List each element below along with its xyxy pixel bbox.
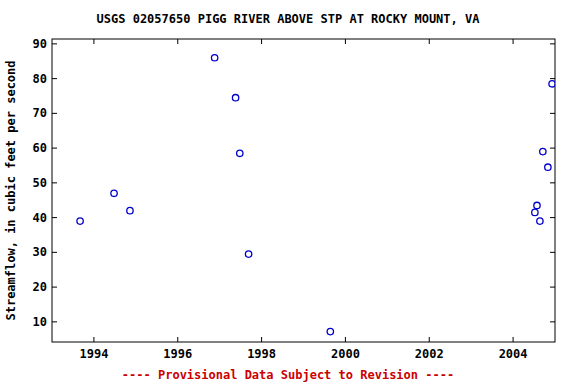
point — [534, 202, 540, 208]
point — [545, 164, 551, 170]
point — [537, 218, 543, 224]
chart: USGS 02057650 PIGG RIVER ABOVE STP AT RO… — [0, 0, 576, 384]
point — [77, 218, 83, 224]
y-tick — [52, 252, 57, 253]
x-tick-top — [177, 39, 178, 44]
x-tick — [261, 337, 262, 342]
y-tick-label: 60 — [33, 141, 47, 155]
point — [540, 148, 546, 154]
x-tick-label: 2000 — [331, 347, 360, 361]
points — [77, 55, 555, 335]
y-tick-label: 90 — [33, 37, 47, 51]
x-tick-label: 1994 — [79, 347, 108, 361]
y-tick-right — [550, 43, 555, 44]
y-tick-label: 50 — [33, 176, 47, 190]
y-tick-right — [550, 287, 555, 288]
x-tick-label: 1996 — [163, 347, 192, 361]
y-tick-label: 80 — [33, 72, 47, 86]
y-tick — [52, 287, 57, 288]
x-tick-label: 1998 — [247, 347, 276, 361]
x-tick-label: 2002 — [415, 347, 444, 361]
point — [549, 81, 555, 87]
y-tick — [52, 43, 57, 44]
y-tick-right — [550, 252, 555, 253]
y-tick-label: 30 — [33, 245, 47, 259]
y-tick-right — [550, 113, 555, 114]
y-tick-label: 70 — [33, 106, 47, 120]
y-tick-right — [550, 217, 555, 218]
y-tick-label: 10 — [33, 315, 47, 329]
point — [327, 328, 333, 334]
y-tick-right — [550, 148, 555, 149]
y-tick-right — [550, 182, 555, 183]
y-tick-right — [550, 321, 555, 322]
point — [532, 209, 538, 215]
point — [111, 190, 117, 196]
y-tick — [52, 78, 57, 79]
x-tick — [513, 337, 514, 342]
plot-frame — [52, 39, 555, 342]
point — [211, 55, 217, 61]
y-tick-label: 20 — [33, 280, 47, 294]
y-tick — [52, 321, 57, 322]
x-tick — [345, 337, 346, 342]
x-tick-top — [345, 39, 346, 44]
annotation: ---- Provisional Data Subject to Revisio… — [122, 368, 454, 382]
x-tick-top — [261, 39, 262, 44]
y-tick — [52, 113, 57, 114]
point — [237, 150, 243, 156]
x-tick — [177, 337, 178, 342]
point — [127, 207, 133, 213]
x-tick-label: 2004 — [499, 347, 528, 361]
point — [245, 251, 251, 257]
y-tick — [52, 182, 57, 183]
point — [232, 95, 238, 101]
y-tick-right — [550, 78, 555, 79]
y-tick — [52, 148, 57, 149]
x-tick — [429, 337, 430, 342]
x-tick — [93, 337, 94, 342]
x-tick-top — [513, 39, 514, 44]
y-axis-label: Streamflow, in cubic feet per second — [4, 60, 18, 320]
x-tick-top — [93, 39, 94, 44]
x-tick-top — [429, 39, 430, 44]
y-tick — [52, 217, 57, 218]
title: USGS 02057650 PIGG RIVER ABOVE STP AT RO… — [97, 12, 481, 26]
y-tick-label: 40 — [33, 211, 47, 225]
